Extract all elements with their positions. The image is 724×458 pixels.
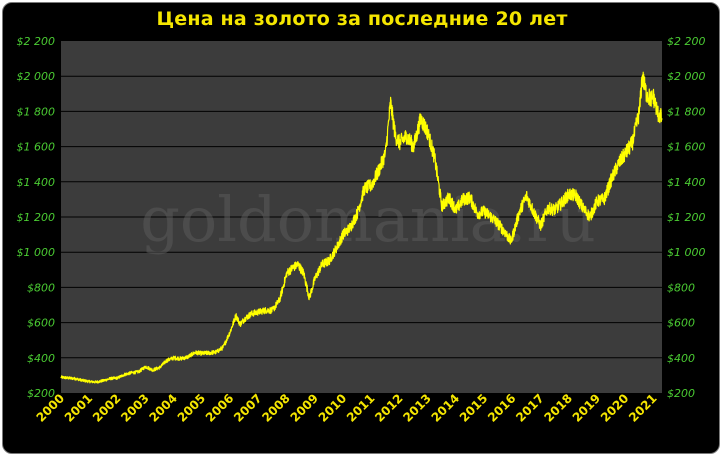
gridlines [61, 75, 662, 359]
y-tick-label-left: $1 200 [17, 211, 56, 224]
x-tick-label: 2009 [288, 391, 322, 425]
x-tick-label: 2010 [316, 391, 350, 425]
x-tick-label: 2014 [429, 391, 463, 425]
y-axis-left: $200 $400 $600 $800 $1 000 $1 200 $1 400 $1 600… [17, 35, 56, 400]
y-tick-label-left: $1 800 [17, 105, 56, 118]
y-tick-label-right: $1 000 [667, 246, 706, 259]
chart-title: Цена на золото за последние 20 лет [156, 8, 568, 30]
y-tick-label-left: $1 600 [17, 141, 56, 154]
x-tick-label: 2015 [457, 391, 491, 425]
x-tick-label: 2011 [344, 391, 378, 425]
x-tick-label: 2004 [146, 391, 180, 425]
x-tick-label: 2007 [231, 391, 265, 425]
x-tick-label: 2019 [570, 391, 604, 425]
y-tick-label-right: $1 600 [667, 141, 706, 154]
y-tick-label-left: $800 [27, 281, 55, 294]
y-tick-label-right: $2 200 [667, 35, 706, 48]
x-tick-label: 2016 [485, 391, 519, 425]
y-tick-label-left: $200 [27, 387, 55, 400]
y-tick-label-right: $2 000 [667, 70, 706, 83]
y-tick-label-right: $1 400 [667, 176, 706, 189]
x-tick-label: 2008 [259, 391, 293, 425]
x-tick-label: 2013 [400, 391, 434, 425]
y-tick-label-right: $800 [667, 281, 695, 294]
y-tick-label-right: $400 [667, 352, 695, 365]
x-tick-label: 2021 [626, 391, 660, 425]
price-series-line [60, 71, 663, 384]
x-tick-label: 2002 [90, 391, 124, 425]
watermark-text: goldomania.ru [140, 183, 596, 256]
x-axis: 2000200120022003200420052006200720082009… [34, 391, 660, 425]
x-tick-label: 2003 [118, 391, 152, 425]
y-tick-label-right: $600 [667, 317, 695, 330]
y-tick-label-left: $2 200 [17, 35, 56, 48]
x-tick-label: 2006 [203, 391, 237, 425]
y-tick-label-left: $1 000 [17, 246, 56, 259]
x-tick-label: 2017 [513, 391, 547, 425]
y-axis-right: $200 $400 $600 $800 $1 000 $1 200 $1 400 $1 600… [667, 35, 706, 400]
y-tick-label-right: $1 800 [667, 105, 706, 118]
y-tick-label-left: $2 000 [17, 70, 56, 83]
x-tick-label: 2020 [598, 391, 632, 425]
y-tick-label-right: $200 [667, 387, 695, 400]
x-tick-label: 2005 [175, 391, 209, 425]
y-tick-label-left: $400 [27, 352, 55, 365]
x-tick-label: 2001 [62, 391, 96, 425]
y-tick-label-left: $600 [27, 317, 55, 330]
x-tick-label: 2018 [541, 391, 575, 425]
x-tick-label: 2012 [372, 391, 406, 425]
y-tick-label-right: $1 200 [667, 211, 706, 224]
y-tick-label-left: $1 400 [17, 176, 56, 189]
